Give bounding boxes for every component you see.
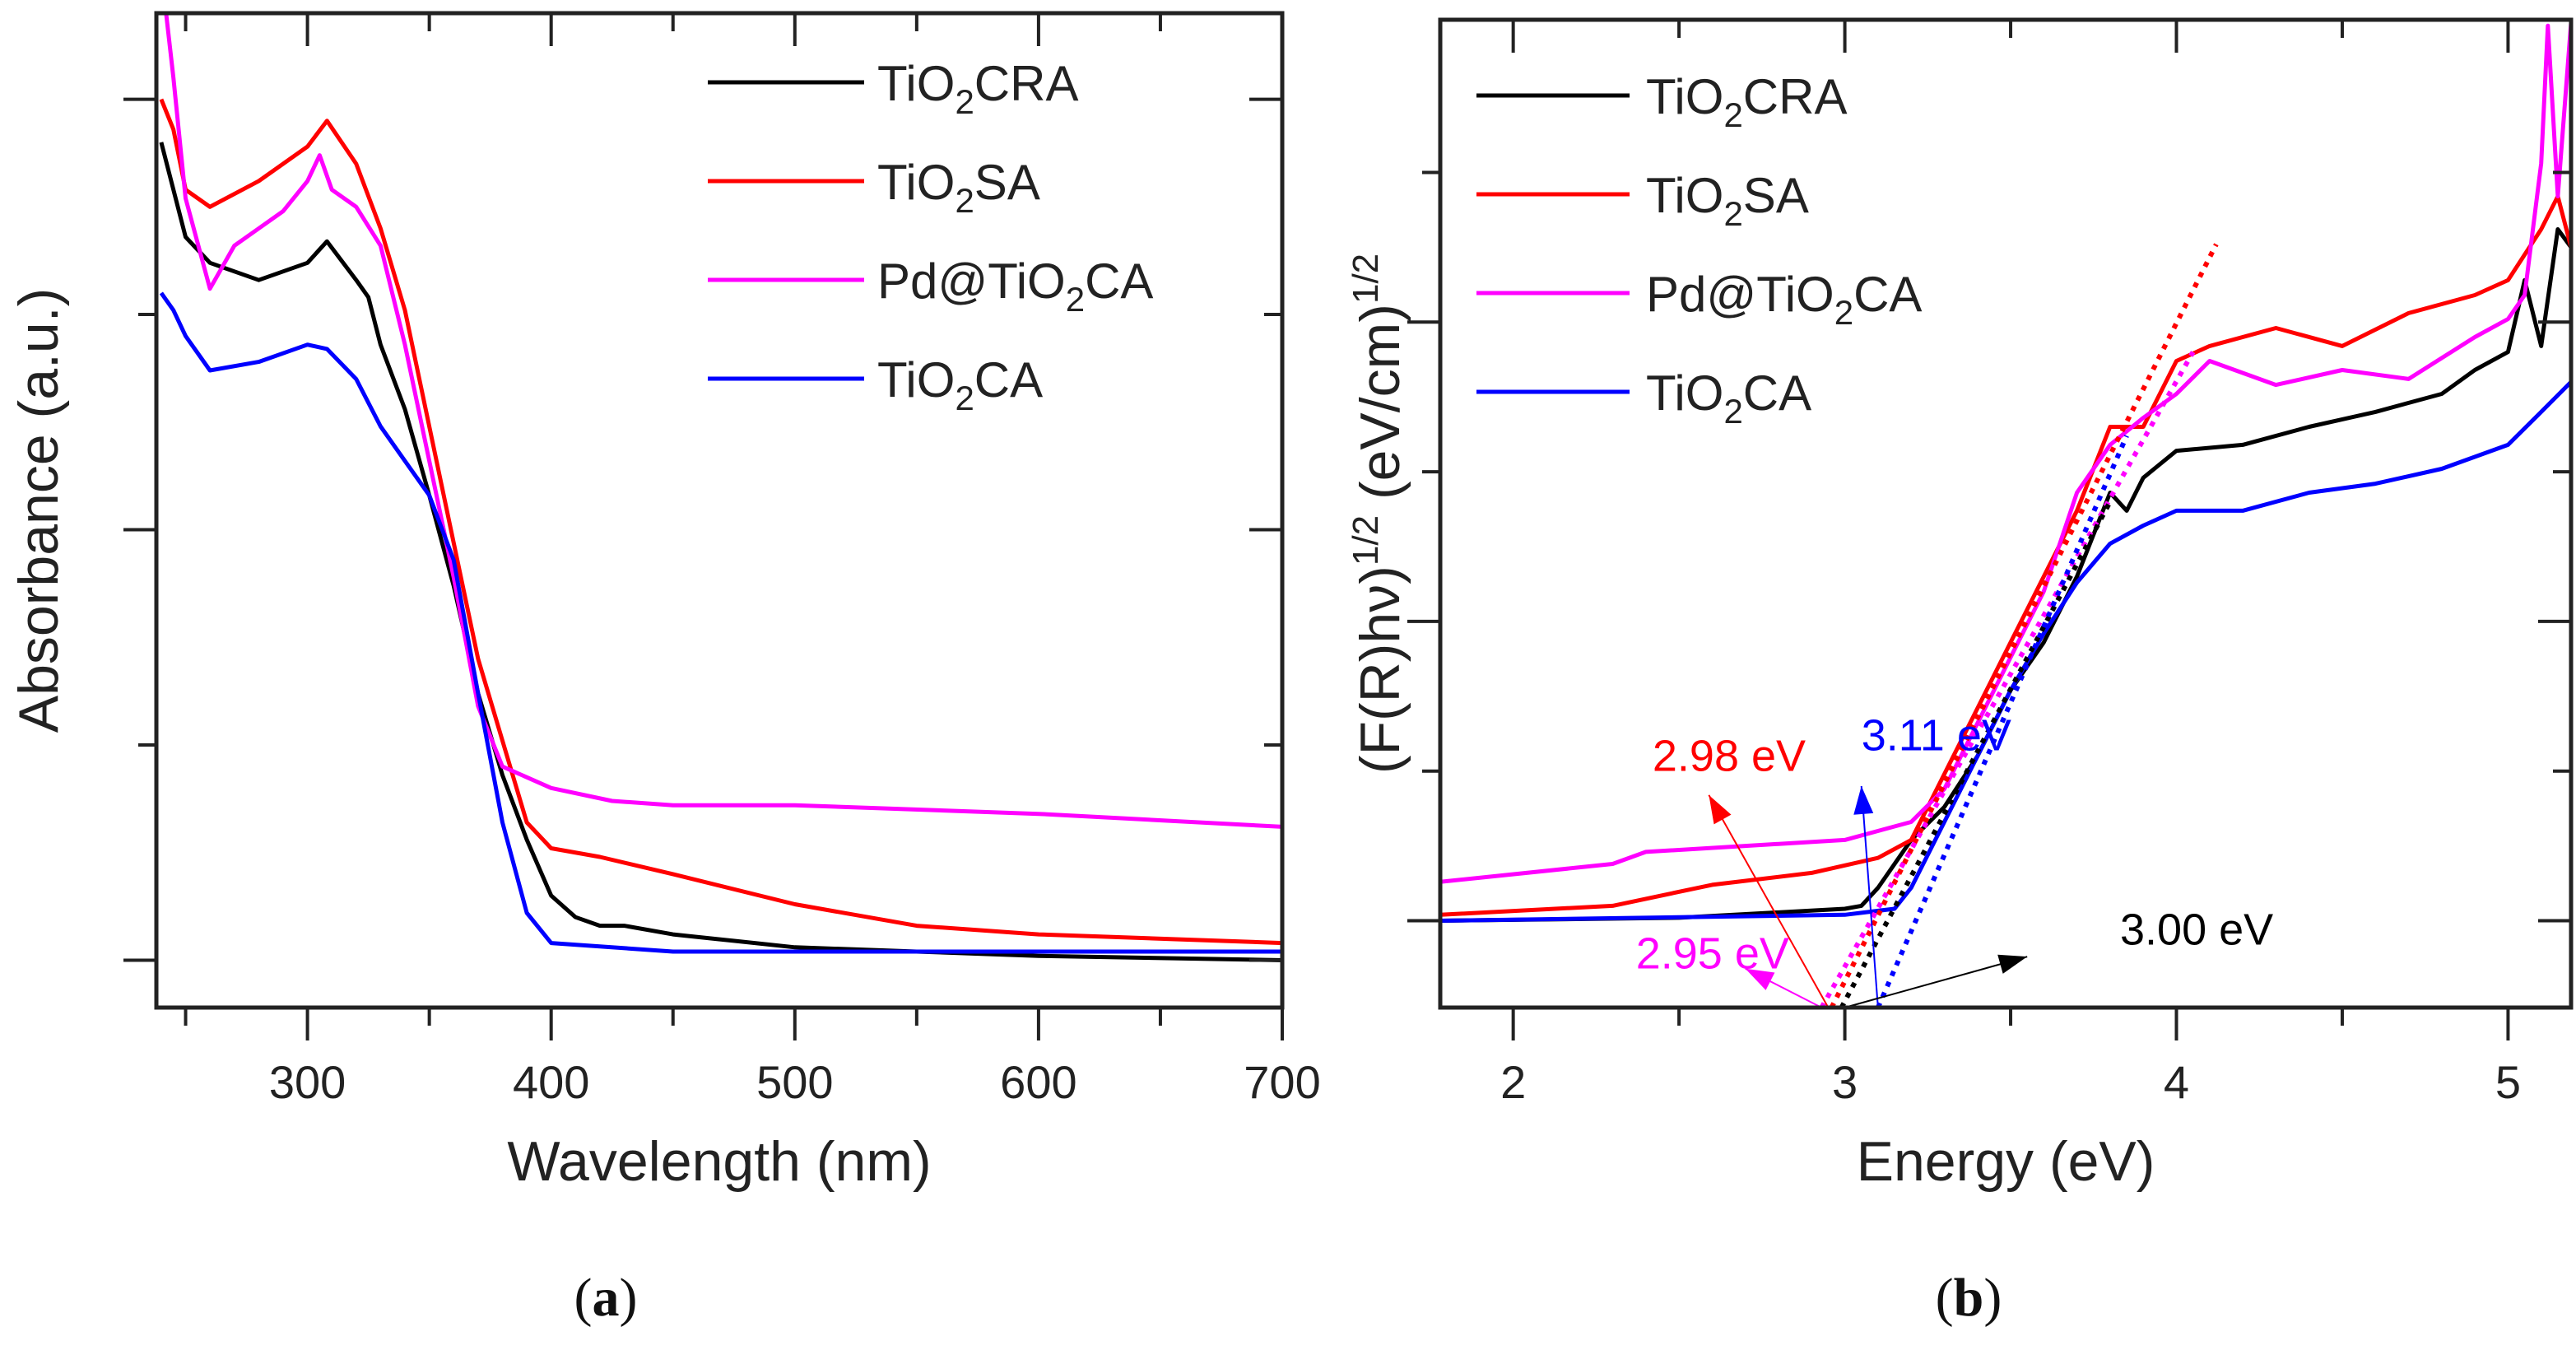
annotation-arrow-3	[1844, 956, 2028, 1008]
x-tick-label: 4	[2164, 1056, 2189, 1108]
legend-subscript: 2	[955, 181, 974, 220]
y-axis-label: (F(R)hν)1/2 (eV/cm)1/2	[1346, 254, 1411, 774]
y-label-part: (eV/cm)	[1349, 304, 1411, 515]
annotation-arrow-1	[1860, 785, 1879, 1008]
legend-text: TiO	[877, 56, 955, 111]
x-tick-label: 5	[2495, 1056, 2521, 1108]
legend-text: CRA	[974, 56, 1079, 111]
annotation-label: 3.00 eV	[2120, 905, 2273, 955]
legend-text: CA	[1853, 267, 1922, 322]
annotation-label: 2.95 eV	[1636, 929, 1789, 979]
legend-text: CRA	[1743, 69, 1848, 124]
panel-label-b: (b)	[1936, 1268, 2002, 1328]
series-line-0	[1440, 227, 2571, 923]
legend-text: TiO	[1646, 69, 1723, 124]
y-label-part: 1/2	[1346, 254, 1386, 304]
x-tick-label: 700	[1244, 1056, 1320, 1108]
legend-label: TiO2CA	[1646, 365, 1811, 431]
legend-label: TiO2SA	[1646, 168, 1809, 233]
legend-label: Pd@TiO2CA	[877, 254, 1153, 319]
legend-text: TiO	[1646, 365, 1723, 421]
x-tick-label: 600	[1000, 1056, 1076, 1108]
legend-text: TiO	[877, 352, 955, 407]
annotation-arrow-0	[1708, 794, 1830, 1008]
legend-subscript: 2	[1723, 392, 1742, 431]
legend-text: SA	[974, 155, 1040, 210]
x-tick-label: 2	[1500, 1056, 1526, 1108]
legend-subscript: 2	[1066, 280, 1085, 319]
arrowhead-icon	[1745, 968, 1775, 990]
plot-frame	[154, 11, 1285, 1010]
x-tick-label: 400	[513, 1056, 589, 1108]
tangent-line-2	[1839, 500, 2113, 1008]
legend-text: CA	[974, 352, 1043, 407]
legend-label: Pd@TiO2CA	[1646, 267, 1922, 332]
legend-text: TiO	[877, 155, 955, 210]
series-line-2	[1440, 22, 2571, 884]
series-line-3	[1440, 380, 2571, 923]
annotation-label: 2.98 eV	[1653, 732, 1806, 781]
legend-text: CA	[1085, 254, 1153, 309]
legend-label: TiO2CA	[877, 352, 1043, 417]
arrowhead-icon	[1853, 785, 1874, 815]
x-tick-label: 3	[1832, 1056, 1858, 1108]
legend-label: TiO2CRA	[877, 56, 1078, 121]
arrowhead-icon	[1709, 794, 1732, 825]
panel-label-a: (a)	[574, 1268, 638, 1328]
legend-label: TiO2CRA	[1646, 69, 1847, 134]
series-line-1	[159, 98, 1282, 946]
annotation-label: 3.11 eV	[1862, 710, 2011, 760]
chart-panel-a: 300 400 500 600 700 Wavelength (nm) Absorbance…	[7, 11, 1321, 1193]
legend-text: CA	[1743, 365, 1811, 421]
x-tick-label: 500	[756, 1056, 833, 1108]
legend-text: SA	[1743, 168, 1809, 223]
series-line-2	[164, 13, 1282, 829]
x-axis-label: Energy (eV)	[1857, 1130, 2155, 1193]
legend-subscript: 2	[955, 379, 974, 417]
legend-subscript: 2	[1723, 95, 1742, 134]
series-line-3	[159, 291, 1282, 954]
legend-text: TiO	[1646, 168, 1723, 223]
y-label-part: 1/2	[1346, 515, 1386, 566]
y-axis-label: Absorbance (a.u.)	[7, 288, 70, 733]
legend-text: Pd@TiO	[1646, 267, 1834, 322]
legend-subscript: 2	[1834, 293, 1853, 332]
tangent-line-3	[1876, 435, 2129, 1008]
legend-label: TiO2SA	[877, 155, 1040, 220]
plot-frame	[1438, 17, 2574, 1010]
tangent-line-0	[1829, 243, 2219, 1008]
legend-subscript: 2	[955, 82, 974, 121]
legend-text: Pd@TiO	[877, 254, 1066, 309]
x-axis-label: Wavelength (nm)	[507, 1130, 931, 1193]
x-tick-label: 300	[269, 1056, 346, 1108]
y-label-part: (F(R)hν)	[1349, 566, 1411, 774]
legend-subscript: 2	[1723, 194, 1742, 233]
chart-panel-b: 2.98 eV 3.11 eV 2.95 eV 3.00 eV 2 3 4 5 Energy (…	[1346, 17, 2574, 1193]
arrowhead-icon	[1997, 954, 2028, 974]
series-line-1	[1440, 194, 2571, 917]
